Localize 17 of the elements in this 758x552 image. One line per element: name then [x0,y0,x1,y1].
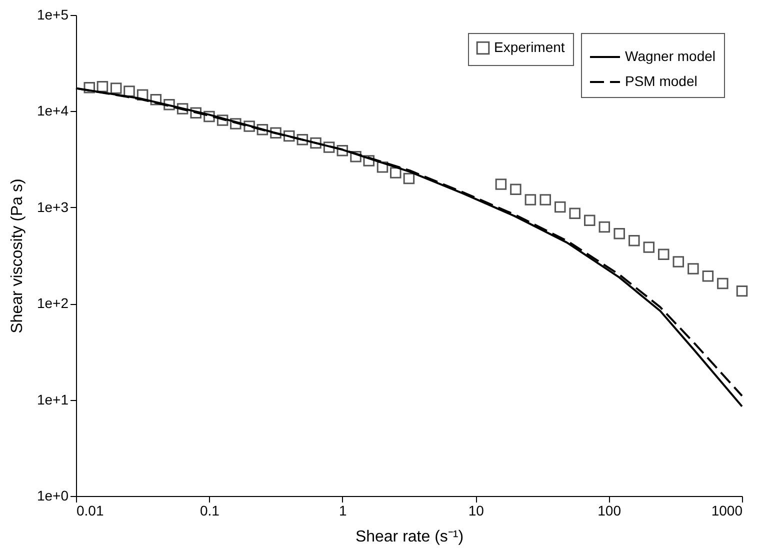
y-axis-title: Shear viscosity (Pa s) [8,178,26,334]
y-tick-label: 1e+0 [36,488,69,504]
x-tick-label: 10 [468,502,484,518]
x-axis-title: Shear rate (s⁻¹) [355,528,464,546]
x-tick-label: 0.01 [76,502,104,518]
y-tick-label: 1e+3 [36,198,69,215]
y-tick-label: 1e+1 [36,391,69,408]
legend-label: Wagner model [625,48,716,64]
y-tick-label: 1e+5 [36,6,69,22]
x-tick-label: 100 [598,502,622,518]
y-tick-label: 1e+4 [36,102,69,119]
x-tick-label: 1000 [711,502,743,518]
legend-label: PSM model [625,73,698,89]
legend-label: Experiment [494,39,565,55]
x-tick-label: 0.1 [200,502,220,518]
y-tick-label: 1e+2 [36,295,69,312]
x-tick-label: 1 [339,502,347,518]
